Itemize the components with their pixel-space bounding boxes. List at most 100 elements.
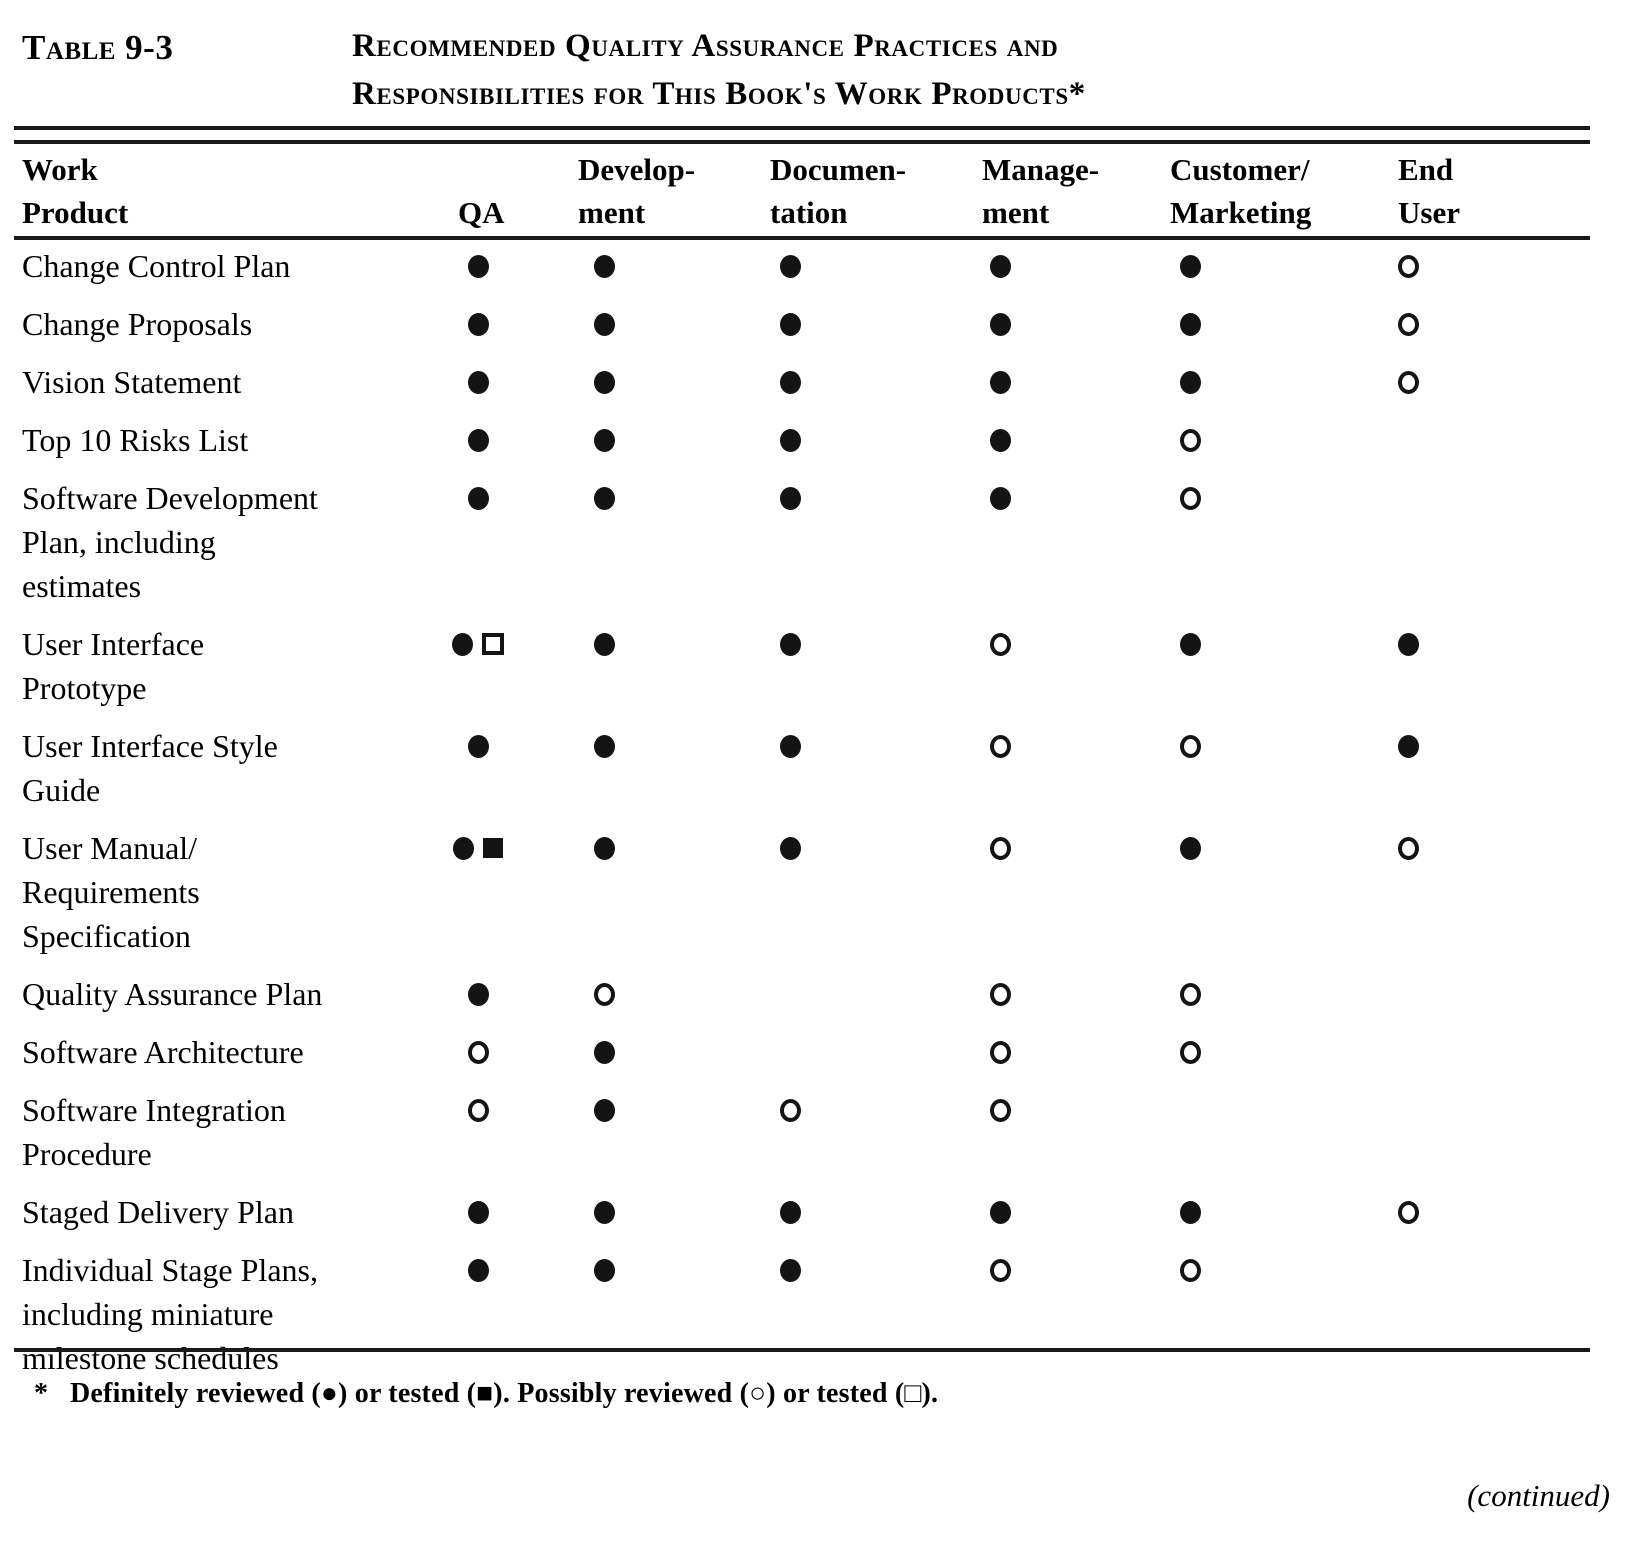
cell-documentation xyxy=(760,360,820,404)
column-header-management: Manage- ment xyxy=(982,152,1100,230)
cell-management xyxy=(970,724,1030,768)
marker-group xyxy=(760,724,820,768)
cell-end-user xyxy=(1378,972,1438,1016)
table-row: Software Development Plan, including est… xyxy=(0,476,1560,622)
filled-circle-icon xyxy=(779,486,801,510)
filled-circle-icon xyxy=(593,836,615,860)
cell-management xyxy=(970,302,1030,346)
open-circle-icon xyxy=(1397,312,1419,336)
marker-group xyxy=(1378,302,1438,346)
table-column-headers: Work Product QA Develop- ment Documen- t… xyxy=(0,146,1560,234)
marker-group xyxy=(1378,1088,1438,1132)
rule-bottom xyxy=(14,1348,1590,1352)
open-circle-icon xyxy=(1179,1040,1201,1064)
marker-group xyxy=(574,1190,634,1234)
filled-circle-icon xyxy=(779,312,801,336)
marker-group xyxy=(1160,622,1220,666)
filled-circle-icon xyxy=(989,1200,1011,1224)
marker-group xyxy=(1160,972,1220,1016)
marker-group xyxy=(760,1088,820,1132)
cell-development xyxy=(574,1088,634,1132)
marker-group xyxy=(1160,418,1220,462)
filled-circle-icon xyxy=(593,1098,615,1122)
filled-circle-icon xyxy=(467,254,489,278)
footnote-text: Definitely reviewed (●) or tested (■). P… xyxy=(70,1378,939,1409)
table-row: Software Architecture xyxy=(0,1030,1560,1088)
marker-group xyxy=(1378,1190,1438,1234)
marker-group xyxy=(760,244,820,288)
open-circle-icon xyxy=(1179,428,1201,452)
marker-group xyxy=(574,360,634,404)
cell-qa xyxy=(448,1088,508,1132)
cell-qa xyxy=(448,244,508,288)
cell-development xyxy=(574,972,634,1016)
cell-documentation xyxy=(760,826,820,870)
marker-group xyxy=(970,622,1030,666)
filled-circle-icon xyxy=(593,1258,615,1282)
marker-group xyxy=(1378,622,1438,666)
filled-circle-icon xyxy=(467,734,489,758)
table-row: Change Proposals xyxy=(0,302,1560,360)
marker-group xyxy=(970,1030,1030,1074)
cell-documentation xyxy=(760,622,820,666)
cell-management xyxy=(970,1190,1030,1234)
cell-customer-marketing xyxy=(1160,1030,1220,1074)
filled-circle-icon xyxy=(467,312,489,336)
marker-group xyxy=(574,476,634,520)
table-body: Change Control Plan Change Proposals Visio… xyxy=(0,244,1560,1394)
table-title: Recommended Quality Assurance Practices … xyxy=(352,22,1532,118)
table-row: Staged Delivery Plan xyxy=(0,1190,1560,1248)
cell-qa xyxy=(448,360,508,404)
table-title-block: Table 9-3 Recommended Quality Assurance … xyxy=(0,22,1560,118)
filled-circle-icon xyxy=(467,370,489,394)
filled-circle-icon xyxy=(989,370,1011,394)
cell-development xyxy=(574,826,634,870)
open-circle-icon xyxy=(989,1040,1011,1064)
filled-circle-icon xyxy=(779,370,801,394)
marker-group xyxy=(970,826,1030,870)
cell-customer-marketing xyxy=(1160,1088,1220,1132)
marker-group xyxy=(448,724,508,768)
cell-end-user xyxy=(1378,1088,1438,1132)
cell-end-user xyxy=(1378,724,1438,768)
cell-customer-marketing xyxy=(1160,1190,1220,1234)
marker-group xyxy=(970,302,1030,346)
cell-end-user xyxy=(1378,1030,1438,1074)
marker-group xyxy=(574,724,634,768)
marker-group xyxy=(760,972,820,1016)
filled-circle-icon xyxy=(593,1040,615,1064)
filled-circle-icon xyxy=(467,1200,489,1224)
cell-development xyxy=(574,476,634,520)
marker-group xyxy=(760,1190,820,1234)
table-row: User Manual/ Requirements Specification xyxy=(0,826,1560,972)
cell-development xyxy=(574,244,634,288)
filled-circle-icon xyxy=(467,428,489,452)
cell-documentation xyxy=(760,1030,820,1074)
filled-circle-icon xyxy=(1179,1200,1201,1224)
cell-development xyxy=(574,1248,634,1292)
filled-circle-icon xyxy=(779,734,801,758)
cell-customer-marketing xyxy=(1160,244,1220,288)
filled-circle-icon xyxy=(467,1258,489,1282)
marker-group xyxy=(970,972,1030,1016)
cell-management xyxy=(970,360,1030,404)
filled-circle-icon xyxy=(593,312,615,336)
filled-circle-icon xyxy=(779,254,801,278)
marker-group xyxy=(1378,1248,1438,1292)
cell-documentation xyxy=(760,476,820,520)
row-label-work-product: Software Development Plan, including est… xyxy=(22,480,318,604)
table-row: Quality Assurance Plan xyxy=(0,972,1560,1030)
marker-group xyxy=(448,826,508,870)
marker-group xyxy=(1160,1030,1220,1074)
filled-circle-icon xyxy=(779,1200,801,1224)
marker-group xyxy=(448,360,508,404)
marker-group xyxy=(1378,724,1438,768)
marker-group xyxy=(970,724,1030,768)
marker-group xyxy=(1160,1088,1220,1132)
filled-circle-icon xyxy=(467,486,489,510)
continued-note: (continued) xyxy=(1467,1478,1610,1513)
filled-circle-icon xyxy=(467,982,489,1006)
marker-group xyxy=(1160,826,1220,870)
marker-group xyxy=(970,360,1030,404)
